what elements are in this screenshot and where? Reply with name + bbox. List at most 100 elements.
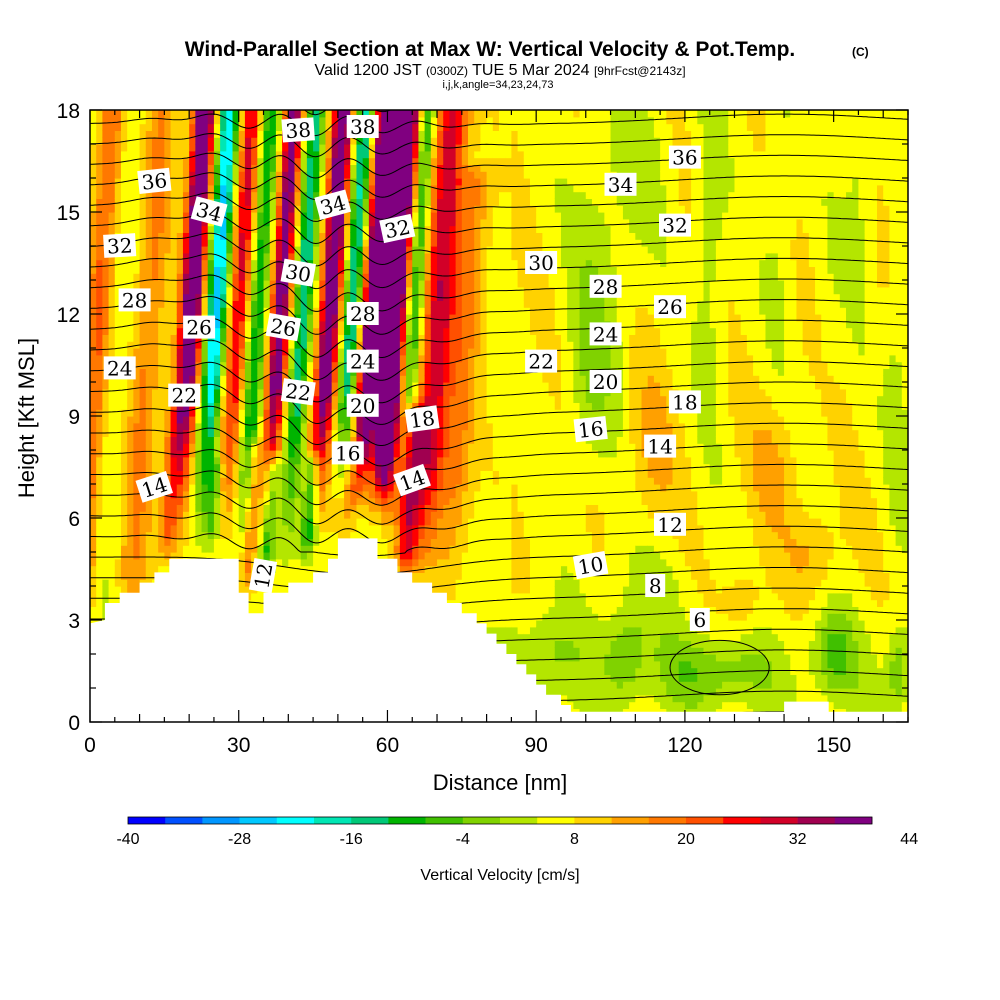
- velocity-cell: [269, 198, 277, 206]
- velocity-cell: [170, 212, 178, 220]
- velocity-cell: [350, 388, 358, 397]
- velocity-cell: [288, 402, 296, 410]
- velocity-cell: [344, 334, 351, 342]
- velocity-cell: [102, 579, 110, 587]
- velocity-cell: [102, 225, 110, 233]
- velocity-cell: [294, 552, 302, 560]
- velocity-cell: [406, 558, 413, 567]
- velocity-cell: [238, 436, 246, 444]
- velocity-cell: [381, 246, 389, 254]
- velocity-cell: [269, 531, 277, 539]
- velocity-cell: [275, 375, 283, 383]
- velocity-cell: [102, 388, 110, 397]
- velocity-cell: [108, 116, 116, 125]
- velocity-cell: [114, 123, 122, 131]
- velocity-cell: [337, 388, 345, 397]
- velocity-cell: [102, 150, 110, 159]
- velocity-cell: [139, 320, 147, 329]
- velocity-cell: [127, 416, 134, 424]
- velocity-cell: [238, 572, 246, 580]
- velocity-cell: [269, 354, 277, 363]
- velocity-cell: [170, 456, 178, 465]
- velocity-cell: [306, 191, 314, 199]
- velocity-cell: [381, 531, 389, 539]
- velocity-cell: [356, 484, 364, 492]
- velocity-cell: [306, 456, 314, 465]
- velocity-cell: [189, 137, 196, 145]
- velocity-cell: [313, 361, 320, 369]
- velocity-cell: [189, 368, 196, 376]
- velocity-cell: [300, 436, 308, 444]
- velocity-cell: [288, 409, 296, 417]
- velocity-cell: [368, 375, 376, 383]
- velocity-cell: [344, 259, 351, 267]
- velocity-cell: [182, 123, 190, 131]
- velocity-cell: [306, 477, 314, 485]
- velocity-cell: [139, 538, 147, 546]
- velocity-cell: [424, 436, 432, 444]
- velocity-cell: [158, 511, 165, 519]
- velocity-cell: [164, 286, 172, 295]
- velocity-cell: [350, 191, 358, 199]
- velocity-cell: [251, 212, 258, 220]
- velocity-cell: [399, 497, 407, 505]
- velocity-cell: [344, 171, 351, 179]
- velocity-cell: [300, 320, 308, 329]
- velocity-cell: [90, 545, 97, 553]
- velocity-cell: [127, 110, 134, 118]
- velocity-cell: [294, 286, 302, 295]
- velocity-cell: [375, 191, 382, 199]
- velocity-cell: [158, 314, 165, 322]
- velocity-cell: [151, 354, 159, 363]
- velocity-cell: [350, 144, 358, 152]
- velocity-cell: [96, 565, 103, 573]
- velocity-cell: [102, 511, 110, 519]
- velocity-cell: [90, 307, 97, 315]
- velocity-cell: [337, 429, 345, 437]
- velocity-cell: [176, 552, 184, 560]
- velocity-cell: [151, 463, 159, 471]
- velocity-cell: [399, 293, 407, 301]
- velocity-cell: [244, 518, 252, 526]
- velocity-cell: [102, 538, 110, 546]
- velocity-cell: [108, 212, 116, 220]
- velocity-cell: [300, 307, 308, 315]
- velocity-cell: [251, 511, 258, 519]
- velocity-cell: [269, 450, 277, 458]
- velocity-cell: [201, 259, 209, 267]
- velocity-cell: [158, 422, 165, 431]
- velocity-cell: [257, 123, 265, 131]
- velocity-cell: [356, 191, 364, 199]
- velocity-cell: [288, 300, 296, 308]
- velocity-cell: [207, 178, 215, 186]
- velocity-cell: [381, 164, 389, 172]
- velocity-cell: [300, 191, 308, 199]
- velocity-cell: [176, 450, 184, 458]
- velocity-cell: [368, 429, 376, 437]
- velocity-cell: [232, 409, 240, 417]
- velocity-cell: [325, 450, 333, 458]
- velocity-cell: [306, 144, 314, 152]
- velocity-cell: [176, 232, 184, 240]
- velocity-cell: [226, 552, 234, 560]
- velocity-cell: [151, 218, 159, 227]
- velocity-cell: [139, 416, 147, 424]
- velocity-cell: [344, 150, 351, 159]
- velocity-cell: [325, 470, 333, 478]
- velocity-cell: [288, 450, 296, 458]
- velocity-cell: [412, 511, 420, 519]
- velocity-cell: [102, 157, 110, 165]
- velocity-cell: [313, 511, 320, 519]
- velocity-cell: [170, 348, 178, 356]
- velocity-cell: [319, 239, 327, 247]
- velocity-cell: [368, 110, 376, 118]
- velocity-cell: [313, 300, 320, 308]
- velocity-cell: [145, 429, 153, 437]
- velocity-cell: [306, 212, 314, 220]
- velocity-cell: [195, 123, 203, 131]
- velocity-cell: [158, 150, 165, 159]
- velocity-cell: [251, 320, 258, 329]
- velocity-cell: [213, 552, 221, 560]
- velocity-cell: [350, 218, 358, 227]
- velocity-cell: [325, 150, 333, 159]
